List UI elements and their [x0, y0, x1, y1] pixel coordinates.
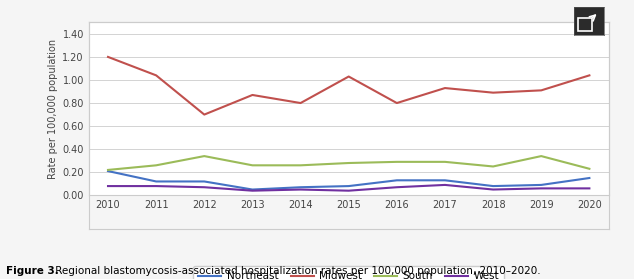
Text: Regional blastomycosis-associated hospitalization rates per 100,000 population, : Regional blastomycosis-associated hospit…	[52, 266, 541, 276]
Text: Figure 3.: Figure 3.	[6, 266, 59, 276]
Y-axis label: Rate per 100,000 population: Rate per 100,000 population	[48, 39, 58, 179]
Bar	[578, 18, 592, 31]
Legend: Northeast, Midwest, South, West: Northeast, Midwest, South, West	[193, 266, 504, 279]
